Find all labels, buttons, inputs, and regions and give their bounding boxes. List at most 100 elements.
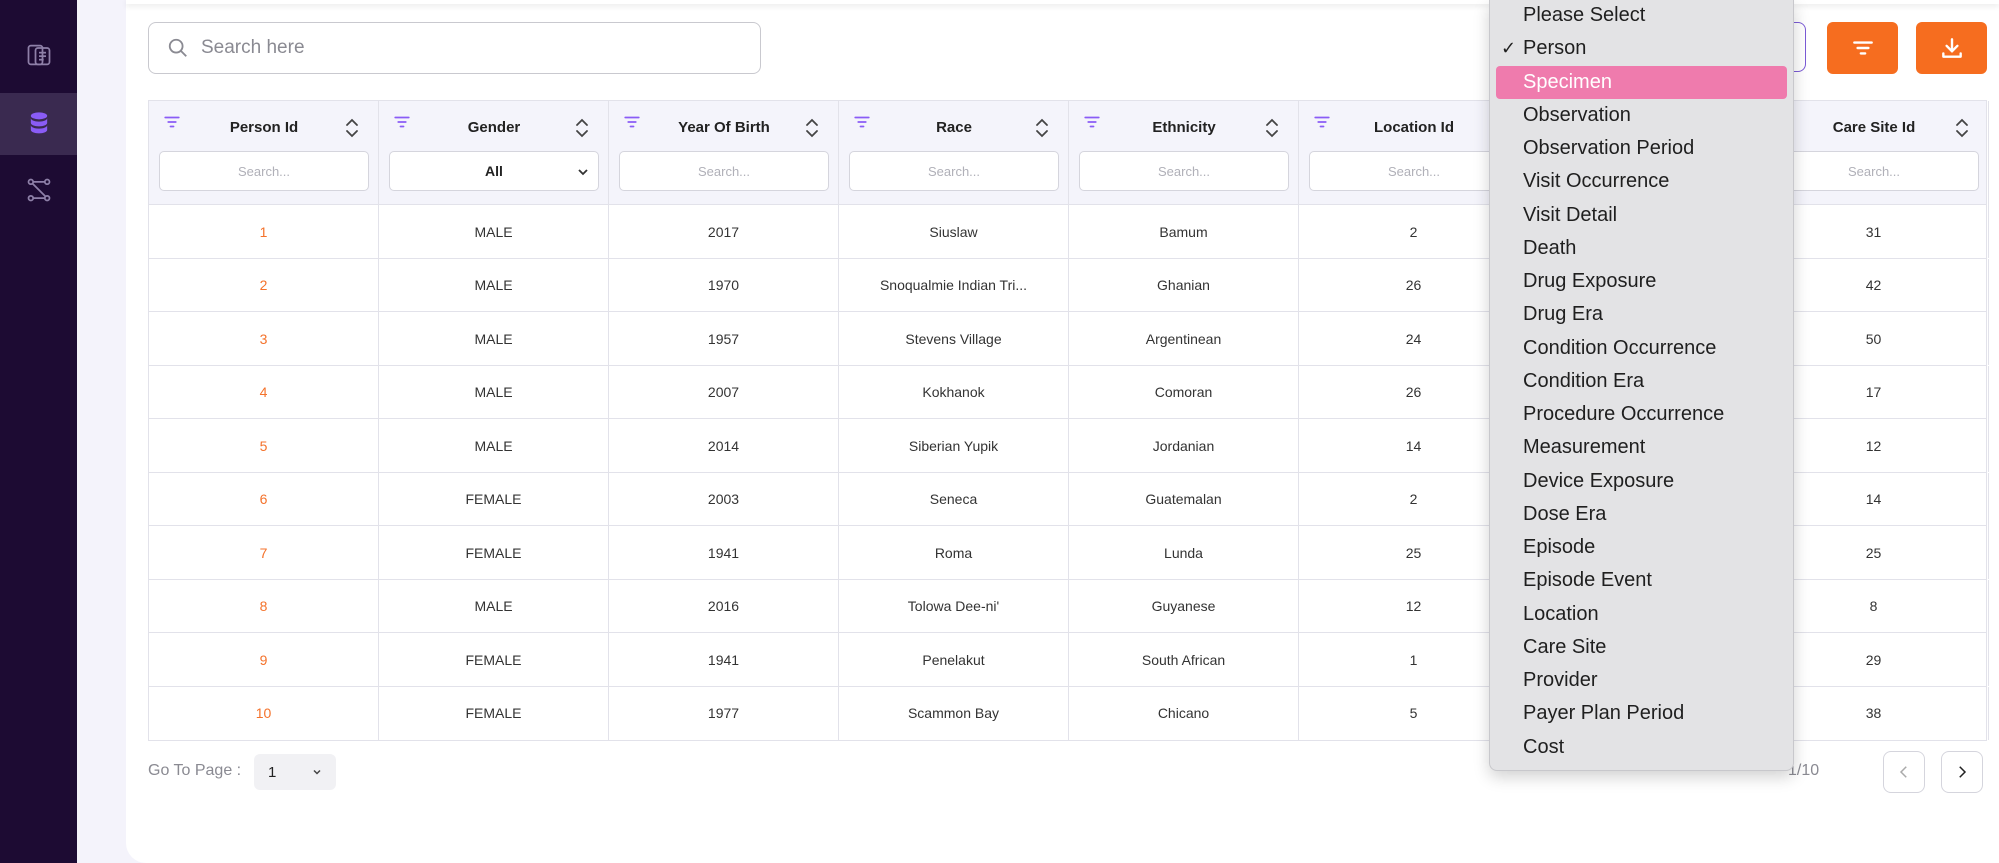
- dropdown-option[interactable]: Visit Occurrence: [1490, 165, 1795, 198]
- column-label: Ethnicity: [1152, 119, 1216, 136]
- dropdown-option-label: Cost: [1523, 735, 1565, 758]
- column-search-input[interactable]: Search...: [159, 151, 369, 191]
- table-cell: 17: [1759, 365, 1989, 419]
- dropdown-option-label: Episode Event: [1523, 569, 1652, 592]
- search-input[interactable]: [201, 37, 741, 59]
- table-row[interactable]: 7 FEMALE 1941 Roma Lunda 25 25: [149, 526, 1989, 580]
- sidebar-item-database[interactable]: [0, 93, 77, 155]
- dropdown-option[interactable]: Procedure Occurrence: [1490, 398, 1795, 431]
- dropdown-option-label: Drug Exposure: [1523, 270, 1657, 292]
- dropdown-option[interactable]: Specimen: [1496, 65, 1787, 99]
- dropdown-option[interactable]: Please Select: [1490, 0, 1795, 32]
- person-id-link[interactable]: 8: [149, 579, 379, 633]
- dropdown-option[interactable]: Condition Occurrence: [1490, 332, 1795, 365]
- dropdown-option[interactable]: Death: [1490, 232, 1795, 265]
- sidebar-item-documents[interactable]: [0, 24, 77, 86]
- page-select[interactable]: 1: [254, 754, 336, 790]
- column-header[interactable]: Ethnicity Search...: [1069, 101, 1299, 205]
- dropdown-option[interactable]: Condition Era: [1490, 365, 1795, 398]
- prev-page-button[interactable]: [1883, 751, 1925, 793]
- column-header[interactable]: Care Site Id Search...: [1759, 101, 1989, 205]
- column-filter-icon[interactable]: [393, 113, 411, 131]
- dropdown-option[interactable]: Location: [1490, 598, 1795, 631]
- dropdown-option[interactable]: Measurement: [1490, 431, 1795, 464]
- sort-icon[interactable]: [344, 117, 360, 139]
- table-cell: MALE: [379, 419, 609, 472]
- column-filter-icon[interactable]: [1083, 113, 1101, 131]
- table-row[interactable]: 8 MALE 2016 Tolowa Dee-ni' Guyanese 12 8: [149, 579, 1989, 633]
- dropdown-option[interactable]: Drug Exposure: [1490, 265, 1795, 298]
- person-id-link[interactable]: 6: [149, 472, 379, 526]
- table-cell: Guatemalan: [1069, 472, 1299, 526]
- table-row[interactable]: 10 FEMALE 1977 Scammon Bay Chicano 5 38: [149, 686, 1989, 741]
- table-cell: Siuslaw: [839, 205, 1069, 258]
- column-search-input[interactable]: Search...: [1079, 151, 1289, 191]
- dropdown-option[interactable]: Cost: [1490, 731, 1795, 764]
- table-cell: 2017: [609, 205, 839, 258]
- column-label: Race: [936, 119, 972, 136]
- person-id-link[interactable]: 9: [149, 633, 379, 686]
- sort-icon[interactable]: [1954, 117, 1970, 139]
- column-filter-icon[interactable]: [853, 113, 871, 131]
- table-row[interactable]: 3 MALE 1957 Stevens Village Argentinean 24 50: [149, 312, 1989, 366]
- table-row[interactable]: 2 MALE 1970 Snoqualmie Indian Tri... Ghanian…: [149, 258, 1989, 312]
- column-header[interactable]: Year Of Birth Search...: [609, 101, 839, 205]
- filter-button[interactable]: [1827, 22, 1898, 74]
- column-header[interactable]: Race Search...: [839, 101, 1069, 205]
- dropdown-option[interactable]: Provider: [1490, 664, 1795, 697]
- table-row[interactable]: 4 MALE 2007 Kokhanok Comoran 26 17: [149, 365, 1989, 419]
- dropdown-option[interactable]: Visit Detail: [1490, 199, 1795, 232]
- next-page-button[interactable]: [1941, 751, 1983, 793]
- dropdown-option[interactable]: ✓ Person: [1490, 32, 1795, 65]
- table-cell: 8: [1759, 579, 1989, 633]
- dropdown-option[interactable]: Dose Era: [1490, 498, 1795, 531]
- dropdown-option[interactable]: Observation Period: [1490, 132, 1795, 165]
- table-cell: Kokhanok: [839, 365, 1069, 419]
- dropdown-option[interactable]: Drug Era: [1490, 298, 1795, 331]
- dropdown-option[interactable]: Care Site: [1490, 631, 1795, 664]
- dropdown-option[interactable]: Episode Event: [1490, 564, 1795, 597]
- person-id-link[interactable]: 2: [149, 258, 379, 312]
- person-id-link[interactable]: 7: [149, 526, 379, 579]
- dropdown-option[interactable]: Episode: [1490, 531, 1795, 564]
- column-header[interactable]: Person Id Search...: [149, 101, 379, 205]
- search-box[interactable]: [148, 22, 761, 74]
- gender-filter-value: All: [485, 163, 503, 179]
- dropdown-option-label: Please Select: [1523, 4, 1646, 26]
- table-body: 1 MALE 2017 Siuslaw Bamum 2 31 2 MALE 1970 Snoqual…: [149, 205, 1989, 741]
- dropdown-option[interactable]: Observation: [1490, 99, 1795, 132]
- person-id-link[interactable]: 10: [149, 686, 379, 740]
- gender-filter-select[interactable]: All: [389, 151, 599, 191]
- dropdown-option[interactable]: Device Exposure: [1490, 465, 1795, 498]
- column-filter-icon[interactable]: [163, 113, 181, 131]
- table-cell: Argentinean: [1069, 312, 1299, 365]
- table-cell: FEMALE: [379, 633, 609, 686]
- table-cell: Bamum: [1069, 205, 1299, 258]
- download-button[interactable]: [1916, 22, 1987, 74]
- table-cell: Siberian Yupik: [839, 419, 1069, 472]
- column-search-input[interactable]: Search...: [1769, 151, 1979, 191]
- dropdown-option[interactable]: Payer Plan Period: [1490, 697, 1795, 730]
- column-search-input[interactable]: Search...: [619, 151, 829, 191]
- column-filter-icon[interactable]: [623, 113, 641, 131]
- sort-icon[interactable]: [1264, 117, 1280, 139]
- table-row[interactable]: 9 FEMALE 1941 Penelakut South African 1 29: [149, 633, 1989, 687]
- dropdown-option-label: Person: [1523, 37, 1587, 60]
- column-filter-icon[interactable]: [1313, 113, 1331, 131]
- table-cell: 2007: [609, 365, 839, 419]
- person-id-link[interactable]: 5: [149, 419, 379, 472]
- dropdown-option-label: Condition Era: [1523, 369, 1645, 392]
- person-id-link[interactable]: 1: [149, 205, 379, 258]
- person-id-link[interactable]: 4: [149, 365, 379, 419]
- sort-icon[interactable]: [574, 117, 590, 139]
- column-search-input[interactable]: Search...: [1309, 151, 1519, 191]
- column-header[interactable]: Gender All: [379, 101, 609, 205]
- sort-icon[interactable]: [804, 117, 820, 139]
- column-search-input[interactable]: Search...: [849, 151, 1059, 191]
- sort-icon[interactable]: [1034, 117, 1050, 139]
- dropdown-option-label: Death: [1523, 236, 1577, 259]
- sidebar-item-workflow[interactable]: [0, 159, 77, 221]
- person-id-link[interactable]: 3: [149, 312, 379, 365]
- table-cell: Jordanian: [1069, 419, 1299, 472]
- table-row[interactable]: 1 MALE 2017 Siuslaw Bamum 2 31: [149, 205, 1989, 259]
